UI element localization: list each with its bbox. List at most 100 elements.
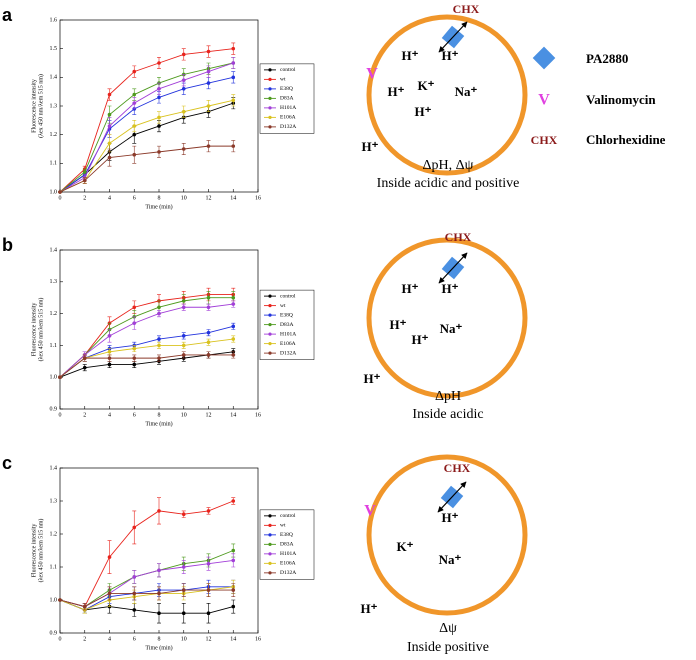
panel-label: b (2, 235, 13, 255)
data-point (231, 324, 236, 329)
ion-label: H⁺ (442, 510, 459, 525)
diagram-caption: Inside acidic (412, 407, 483, 422)
data-point (157, 305, 161, 310)
data-point (181, 299, 186, 303)
data-point (206, 305, 211, 310)
legend-label: E38Q (280, 86, 293, 92)
x-tick-label: 4 (108, 412, 111, 418)
x-axis-label: Time (min) (145, 644, 172, 651)
data-point (206, 561, 211, 566)
data-point (132, 525, 137, 530)
data-point (132, 132, 137, 137)
data-point (231, 548, 236, 553)
diagram-caption: Inside acidic and positive (377, 176, 520, 191)
data-point (181, 588, 186, 592)
series-line (59, 599, 234, 614)
data-point (157, 591, 161, 596)
series-line (59, 145, 234, 193)
data-point (107, 124, 112, 128)
data-point (181, 78, 186, 82)
series-line (59, 294, 234, 378)
data-point (206, 340, 211, 345)
series-line (59, 586, 234, 611)
data-point (231, 61, 236, 65)
ion-label: H⁺ (388, 84, 405, 99)
pa2880-icon (532, 46, 556, 70)
data-point (82, 604, 87, 609)
data-point (58, 375, 62, 380)
data-point (132, 152, 137, 157)
y-tick-label: 1.4 (50, 465, 58, 471)
data-point (181, 343, 186, 348)
x-tick-label: 6 (133, 412, 136, 418)
data-point (132, 591, 137, 596)
legend-marker (268, 115, 272, 119)
legend-marker (268, 96, 272, 100)
y-tick-label: 1.2 (50, 531, 58, 537)
data-point (206, 104, 211, 108)
legend-label: E106A (280, 341, 296, 347)
data-point (132, 101, 137, 105)
legend-marker (268, 294, 272, 298)
data-point (231, 46, 236, 51)
ion-label: H⁺ (402, 281, 419, 296)
legend-marker (268, 514, 272, 518)
legend-marker (268, 77, 272, 81)
series-line (59, 589, 234, 608)
data-point (181, 512, 186, 516)
ion-label: H⁺ (412, 332, 429, 347)
legend-marker (268, 533, 272, 537)
data-point (181, 87, 186, 91)
diagram-caption: Δψ (439, 621, 457, 636)
legend-marker (268, 87, 272, 91)
data-point (206, 144, 211, 148)
data-point (107, 92, 112, 97)
ion-label: Na⁺ (440, 321, 463, 336)
data-point (107, 112, 112, 117)
ion-label: K⁺ (397, 539, 414, 554)
plot-frame (59, 249, 259, 410)
legend-label: E106A (280, 115, 296, 121)
diagram-caption: ΔpH, Δψ (423, 158, 474, 173)
data-point (157, 124, 161, 128)
ion-label: H⁺ (362, 139, 379, 154)
series-line (59, 297, 234, 378)
data-point (181, 109, 186, 114)
x-tick-label: 10 (181, 195, 187, 201)
legend-marker (268, 351, 272, 355)
x-tick-label: 2 (83, 195, 86, 201)
data-point (231, 144, 236, 148)
data-point (132, 346, 137, 351)
series-line (59, 325, 234, 378)
data-point (157, 611, 161, 615)
data-point (181, 147, 186, 151)
data-point (107, 362, 112, 367)
data-point (132, 305, 137, 310)
legend-marker (268, 125, 272, 129)
legend-label: E106A (280, 561, 296, 567)
y-axis-label: (λex 450 nm/λem 515 nm) (37, 298, 44, 362)
transport-arrow (437, 481, 467, 513)
diagram-caption: ΔpH (435, 389, 461, 404)
chx-label: CHX (444, 461, 471, 475)
legend-label: H101A (280, 551, 296, 557)
legend-marker (268, 304, 272, 308)
data-point (181, 565, 186, 569)
series-line (59, 303, 234, 378)
x-tick-label: 8 (158, 636, 161, 642)
data-point (132, 321, 137, 325)
legend-label: D83A (280, 322, 293, 328)
data-point (206, 295, 211, 300)
legend-label: control (280, 513, 296, 519)
legend-label: control (280, 67, 296, 73)
y-axis-label: Fluorescence intensity (31, 303, 37, 357)
key-label: PA2880 (586, 51, 628, 66)
x-tick-label: 14 (230, 636, 236, 642)
data-point (107, 591, 112, 596)
series-line (59, 62, 234, 193)
data-point (157, 568, 161, 573)
panel-label: a (2, 5, 13, 25)
series-line (59, 48, 234, 193)
valinomycin-icon: V (366, 66, 378, 83)
